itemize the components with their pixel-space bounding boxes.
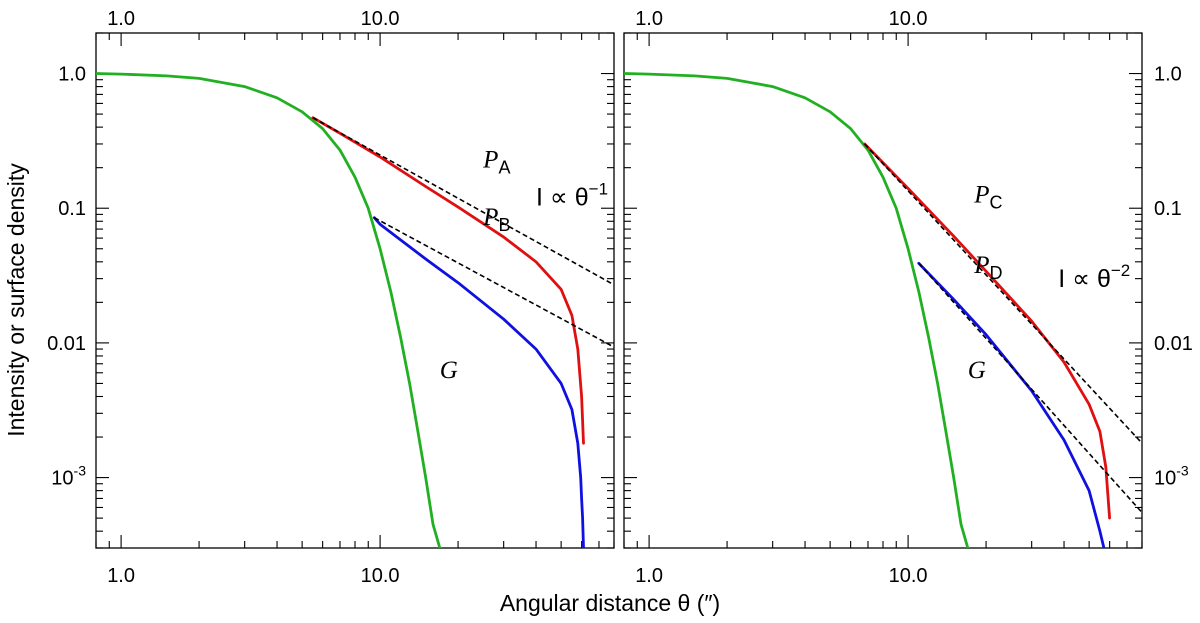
curve-G — [96, 72, 442, 548]
plot-frame — [95, 32, 615, 549]
x-axis-label: Angular distance θ (″) — [500, 590, 720, 616]
x-tick-label-top: 1.0 — [635, 8, 663, 30]
y-axis-label: Intensity or surface density — [3, 163, 29, 437]
y-tick-label: 10-3 — [51, 463, 86, 490]
y-tick-label: 0.1 — [58, 198, 86, 220]
curve-label-PB: PB — [482, 204, 510, 235]
y-tick-label: 0.01 — [1154, 333, 1193, 355]
x-tick-label: 1.0 — [107, 565, 135, 587]
y-tick-label: 1.0 — [1154, 64, 1182, 86]
reference-line — [373, 216, 614, 348]
curve-PC — [863, 142, 1111, 520]
x-tick-label: 10.0 — [361, 565, 400, 587]
x-tick-label-top: 10.0 — [361, 8, 400, 30]
power-law-label: I ∝ θ−2 — [1058, 261, 1130, 293]
curve-PB — [372, 216, 585, 548]
y-tick-label: 10-3 — [1154, 463, 1189, 490]
curve-label-G: G — [440, 357, 458, 384]
curve-label-PD: PD — [973, 252, 1002, 283]
series-group — [96, 72, 614, 548]
y-tick-label: 0.1 — [1154, 198, 1182, 220]
reference-line — [864, 143, 1142, 444]
y-tick-label: 1.0 — [58, 64, 86, 86]
power-law-label: I ∝ θ−1 — [536, 179, 608, 211]
curve-PD — [917, 261, 1106, 548]
left-panel: 1.0 10.0 1.0 10.0 1.0 0.1 0.01 10-3 PA PB G I ∝ θ−1 — [47, 8, 615, 587]
curve-PA — [311, 116, 585, 445]
x-tick-label: 10.0 — [889, 565, 928, 587]
x-tick-label-top: 10.0 — [889, 8, 928, 30]
curve-label-PA: PA — [482, 147, 510, 178]
reference-line — [312, 117, 614, 286]
curve-G — [624, 72, 970, 548]
x-tick-label: 1.0 — [635, 565, 663, 587]
series-group — [624, 72, 1142, 548]
x-tick-label-top: 1.0 — [107, 8, 135, 30]
right-panel: 1.0 10.0 1.0 10.0 1.0 0.1 0.01 10-3 PC PD G I ∝ θ−2 — [623, 8, 1193, 587]
curve-label-G: G — [968, 357, 986, 384]
y-tick-label: 0.01 — [47, 333, 86, 355]
curve-label-PC: PC — [973, 182, 1002, 213]
